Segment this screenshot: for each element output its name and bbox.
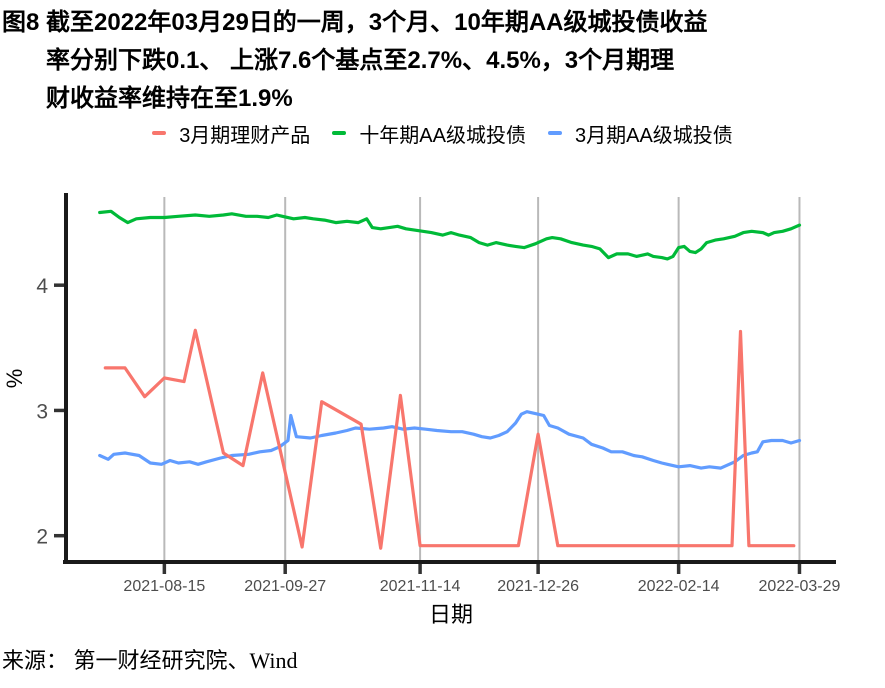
x-tick-label: 2021-08-15: [123, 578, 205, 595]
x-tick-label: 2022-02-14: [638, 578, 720, 595]
figure-title-line-2: 率分别下跌0.1、 上涨7.6个基点至2.7%、4.5%，3个月期理: [46, 47, 675, 74]
legend-key-dash-wealth-product: [152, 131, 167, 135]
x-tick-label: 2021-11-14: [380, 578, 461, 595]
series-line-10y-aa-chengtou: [98, 209, 802, 261]
legend-item-3m-aa-chengtou: 3月期AA级城投债: [548, 119, 733, 148]
figure-title-line-1: 图8 截至2022年03月29日的一周，3个月、10年期AA级城投债收益: [2, 9, 708, 36]
figure-title-line-3: 财收益率维持在至1.9%: [46, 85, 293, 112]
figure-title: 图8 截至2022年03月29日的一周，3个月、10年期AA级城投债收益 率分别…: [2, 4, 882, 118]
legend-label-10y-aa-chengtou: 十年期AA级城投债: [359, 124, 526, 147]
series-line-3m-wealth-product: [103, 328, 796, 550]
x-tick-label: 2021-09-27: [244, 578, 326, 595]
y-tick-label: 4: [36, 275, 48, 298]
source-line: 来源： 第一财经研究院、Wind: [2, 648, 298, 673]
legend-item-10y-aa-chengtou: 十年期AA级城投债: [332, 119, 526, 148]
y-axis-title: %: [2, 369, 27, 389]
legend-label-3m-aa-chengtou: 3月期AA级城投债: [575, 124, 733, 147]
x-tick-label: 2021-12-26: [497, 578, 579, 595]
series-line-3m-aa-chengtou: [98, 410, 802, 470]
legend-key-dash-3m-aa-chengtou: [548, 131, 562, 135]
y-tick-label: 2: [36, 526, 48, 549]
x-axis-title: 日期: [429, 602, 473, 627]
chart-legend: 3月期理财产品 十年期AA级城投债 3月期AA级城投债: [0, 119, 885, 147]
x-tick-label: 2022-03-29: [759, 578, 841, 595]
legend-item-wealth-product: 3月期理财产品: [152, 119, 310, 148]
legend-label-wealth-product: 3月期理财产品: [179, 124, 311, 147]
y-tick-label: 3: [36, 400, 48, 423]
legend-key-dash-10y-aa-chengtou: [332, 131, 347, 135]
